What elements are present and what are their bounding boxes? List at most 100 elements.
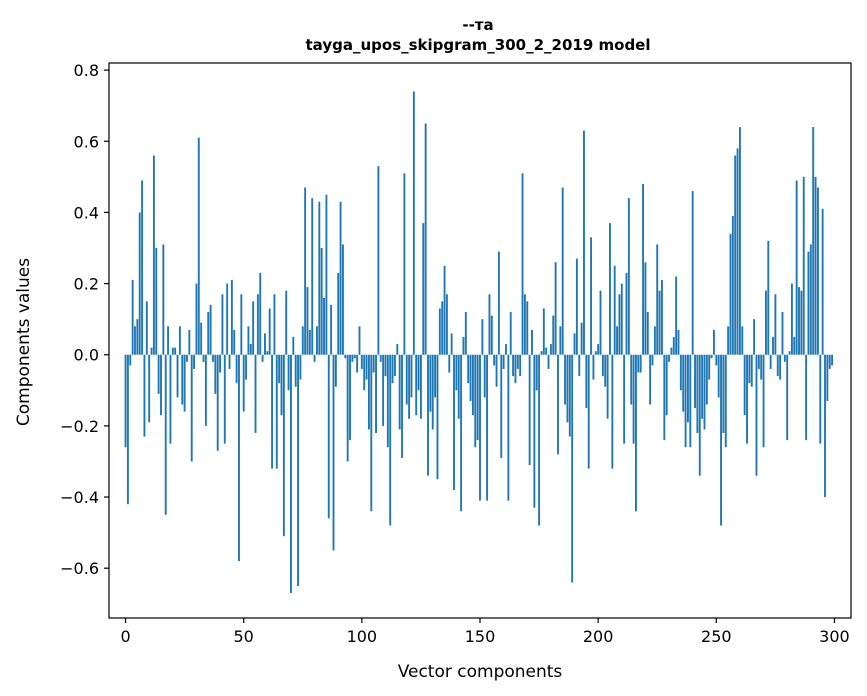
bar-164 (512, 354, 515, 377)
bar-156 (493, 354, 496, 366)
bar-91 (339, 201, 342, 355)
bar-195 (585, 354, 588, 409)
bar-267 (755, 354, 758, 476)
bar-244 (701, 354, 704, 419)
bar-198 (592, 354, 595, 380)
bar-105 (372, 354, 375, 373)
bar-134 (441, 301, 444, 355)
bar-16 (162, 244, 165, 355)
bar-254 (724, 354, 727, 448)
bar-1 (126, 354, 129, 505)
bar-275 (774, 294, 777, 355)
bar-188 (568, 354, 571, 437)
bar-120 (408, 354, 411, 419)
bar-135 (443, 265, 446, 355)
bar-235 (679, 354, 682, 391)
bar-229 (665, 354, 668, 416)
bar-114 (393, 354, 396, 377)
bar-298 (828, 354, 831, 369)
bar-18 (167, 326, 170, 355)
bar-293 (816, 187, 819, 355)
bar-168 (521, 173, 524, 355)
bar-40 (219, 354, 222, 373)
bar-256 (729, 233, 732, 355)
bar-74 (299, 354, 302, 380)
bar-66 (280, 354, 283, 416)
bar-258 (734, 155, 737, 355)
bar-133 (438, 308, 441, 355)
bar-260 (738, 127, 741, 355)
bar-161 (505, 344, 507, 355)
bar-115 (396, 344, 399, 355)
bar-4 (134, 326, 136, 355)
bar-218 (639, 354, 642, 373)
bar-84 (323, 297, 325, 355)
y-tick-label: 0.6 (74, 132, 99, 151)
bar-226 (658, 290, 661, 355)
bar-250 (715, 354, 718, 366)
bar-33 (202, 354, 205, 362)
bar-240 (691, 191, 694, 355)
bar-9 (145, 301, 148, 355)
bar-113 (391, 354, 394, 384)
bar-202 (601, 354, 604, 377)
bar-28 (190, 354, 193, 462)
bar-184 (559, 326, 562, 355)
bar-99 (358, 326, 361, 355)
bar-210 (620, 283, 623, 355)
bar-126 (422, 223, 425, 355)
bar-141 (457, 354, 460, 419)
bar-272 (767, 240, 770, 355)
bar-19 (169, 354, 172, 444)
bar-203 (604, 354, 607, 387)
bar-280 (786, 354, 789, 441)
bar-129 (429, 354, 432, 412)
bar-56 (256, 294, 259, 355)
bar-157 (495, 354, 498, 387)
bar-262 (743, 354, 746, 416)
bar-238 (687, 354, 689, 423)
bar-132 (436, 354, 439, 480)
x-tick-label: 150 (465, 627, 496, 646)
bar-252 (720, 354, 722, 526)
bar-255 (727, 326, 730, 355)
bar-266 (753, 319, 756, 355)
bar-44 (228, 354, 231, 369)
bar-219 (642, 183, 644, 355)
bar-73 (297, 354, 299, 586)
bar-11 (150, 347, 153, 355)
bar-166 (516, 354, 519, 369)
bar-2 (129, 354, 132, 366)
bar-282 (790, 283, 793, 355)
bar-64 (275, 354, 278, 469)
bar-5 (136, 319, 139, 355)
bar-239 (689, 354, 692, 448)
bar-81 (316, 326, 318, 355)
x-tick-label: 0 (120, 627, 130, 646)
bar-139 (453, 354, 455, 490)
bar-158 (497, 251, 500, 355)
bar-228 (663, 354, 666, 441)
bar-82 (318, 201, 321, 355)
bar-22 (176, 354, 179, 398)
bar-42 (223, 354, 226, 444)
bar-171 (528, 354, 531, 466)
bar-279 (783, 354, 786, 362)
bar-247 (708, 354, 711, 380)
bar-43 (226, 283, 229, 355)
bar-7 (141, 180, 144, 355)
bar-288 (805, 354, 808, 441)
bar-276 (776, 354, 779, 377)
bar-109 (382, 354, 385, 426)
bar-26 (186, 354, 188, 362)
bar-175 (538, 354, 541, 526)
bar-71 (292, 336, 295, 355)
bar-150 (479, 354, 481, 501)
bar-31 (197, 137, 200, 355)
chart-title: --та (462, 16, 493, 34)
bar-108 (379, 354, 382, 362)
bar-3 (131, 280, 134, 355)
bar-60 (266, 351, 269, 355)
bar-285 (798, 287, 800, 355)
